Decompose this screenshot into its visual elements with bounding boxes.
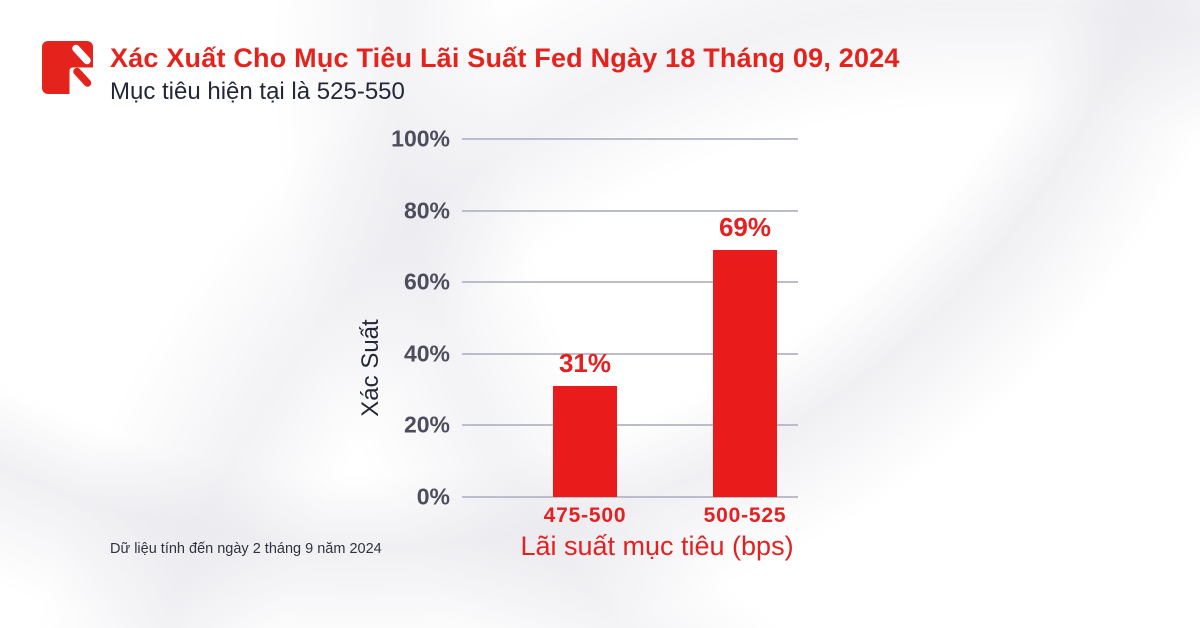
y-axis-title: Xác Suất <box>357 319 384 417</box>
page-title: Xác Xuất Cho Mục Tiêu Lãi Suất Fed Ngày … <box>110 43 900 73</box>
gridline <box>462 496 798 498</box>
gridline <box>462 210 798 212</box>
y-tick-label: 100% <box>391 125 450 152</box>
bar-chart: Xác Suất Lãi suất mục tiêu (bps) 0% 20% 40… <box>357 126 798 561</box>
x-category-label: 475-500 <box>543 504 627 527</box>
gridline <box>462 424 798 426</box>
brand-logo <box>42 40 97 97</box>
y-tick-label: 0% <box>416 483 450 510</box>
gridline <box>462 353 798 355</box>
data-as-of-note: Dữ liệu tính đến ngày 2 tháng 9 năm 2024 <box>110 541 382 557</box>
bar-value-label: 69% <box>718 212 772 242</box>
x-axis-title: Lãi suất mục tiêu (bps) <box>520 531 794 561</box>
brand-logo-icon <box>42 41 97 97</box>
x-category-label: 500-525 <box>703 504 787 527</box>
y-tick-label: 60% <box>403 268 450 295</box>
y-tick-label: 20% <box>403 411 450 438</box>
gridline <box>462 138 798 140</box>
bar-500-525 <box>713 250 777 497</box>
y-tick-label: 40% <box>403 340 450 367</box>
bar-value-label: 31% <box>558 348 612 378</box>
bar-475-500 <box>553 386 617 497</box>
page-subtitle: Mục tiêu hiện tại là 525-550 <box>110 78 405 105</box>
y-tick-label: 80% <box>403 197 450 224</box>
gridline <box>462 281 798 283</box>
